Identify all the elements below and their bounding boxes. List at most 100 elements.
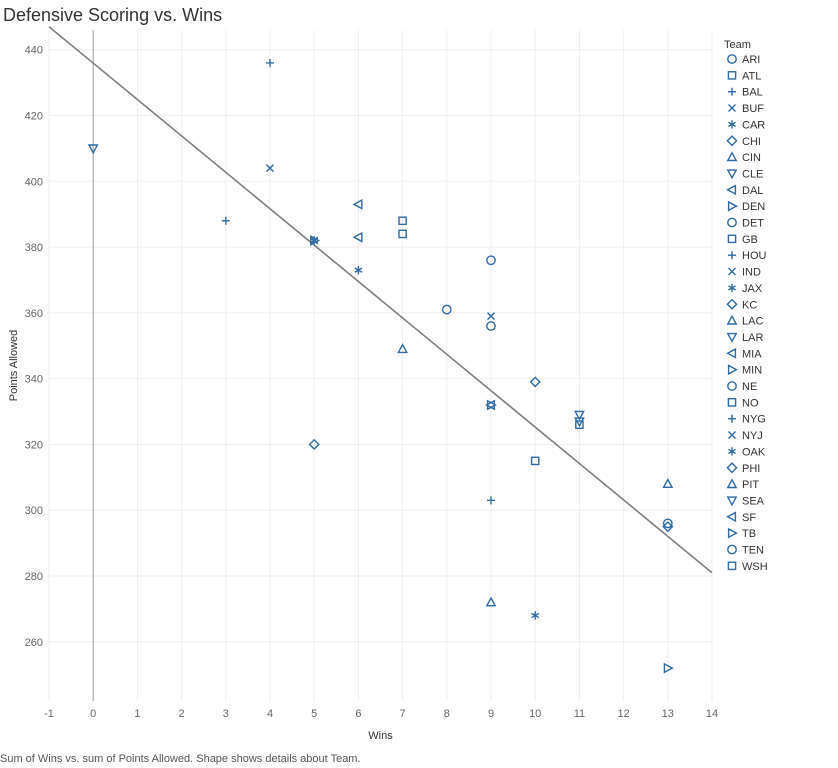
point-ten: TEN [486, 255, 496, 266]
tri-left-icon [726, 184, 737, 196]
circle-icon [727, 381, 737, 391]
legend-item-mia: MIA [726, 347, 762, 360]
legend-item-buf: BUF [728, 103, 764, 115]
legend-label: TEN [742, 545, 764, 557]
circle-icon [727, 544, 737, 555]
legend-item-no: NO [727, 397, 759, 409]
point-lar: LAR [574, 410, 585, 421]
y-tick-label: 260 [25, 637, 43, 649]
legend-item-pit: PIT [726, 478, 759, 491]
legend-label: DAL [742, 185, 763, 197]
x-tick-label: 6 [355, 708, 361, 720]
legend-item-hou: HOU [728, 250, 767, 262]
point-kc: KC [529, 376, 541, 388]
legend-item-ind: IND [728, 267, 761, 279]
point-jax: JAX [531, 611, 540, 620]
x-tick-label: 14 [706, 708, 718, 720]
legend-label: SEA [742, 495, 765, 507]
trend-line [48, 26, 713, 574]
legend-label: MIN [742, 365, 762, 377]
legend-label: PIT [742, 479, 759, 491]
point-chi: CHI [308, 438, 320, 451]
x-tick-label: 3 [223, 708, 229, 720]
legend-item-bal: BAL [728, 87, 763, 99]
legend-item-gb: GB [727, 234, 758, 246]
y-tick-label: 360 [25, 308, 43, 320]
legend-item-ten: TEN [727, 544, 764, 557]
legend-label: TB [742, 528, 756, 540]
legend-label: IND [742, 267, 761, 279]
point-min: MIN [663, 662, 674, 674]
legend-label: CIN [742, 152, 761, 164]
asterisk-icon [728, 283, 736, 293]
asterisk-icon [728, 447, 736, 456]
legend-item-atl: ATL [727, 70, 761, 82]
y-tick-label: 400 [25, 176, 43, 188]
plus-icon [728, 87, 736, 96]
legend-item-ari: ARI [727, 54, 760, 66]
point-cin: CIN [397, 343, 408, 354]
x-icon [728, 431, 736, 440]
axes: -1 0 1 2 3 4 5 6 7 8 9 10 11 12 13 14260280300320340360… [8, 45, 718, 742]
legend-label: DEN [742, 201, 765, 213]
point-no: NO [575, 420, 584, 430]
point-phi: PHI [662, 521, 674, 533]
legend-label: JAX [742, 283, 763, 295]
legend-label: SF [742, 512, 756, 524]
tri-left-icon [726, 347, 737, 359]
point-pit: PIT [485, 596, 497, 607]
legend-label: LAR [742, 332, 763, 344]
tri-up-icon [726, 314, 738, 325]
legend-label: KC [742, 299, 757, 311]
y-tick-label: 320 [25, 439, 43, 451]
point-buf: BUF [487, 312, 495, 321]
legend-label: NYJ [742, 430, 763, 442]
data-points: ARIATLBALBUFCARCHICINCLEDALDENDETGBHOUIN… [87, 58, 674, 674]
point-tb: TB [486, 399, 497, 411]
legend-label: BUF [742, 103, 764, 115]
plus-icon [728, 414, 736, 423]
legend-item-wsh: WSH [727, 561, 768, 573]
legend-label: CHI [742, 136, 761, 148]
x-tick-label: 2 [179, 708, 185, 720]
tri-down-icon [726, 169, 738, 180]
tri-down-icon [726, 496, 738, 507]
y-axis-title: Points Allowed [8, 330, 20, 402]
square-icon [727, 561, 737, 571]
y-tick-label: 380 [25, 242, 43, 254]
legend-label: ARI [742, 54, 760, 66]
grid [48, 30, 713, 701]
point-mia: MIA [352, 198, 363, 210]
legend-label: CAR [742, 119, 765, 131]
legend-label: HOU [742, 250, 767, 262]
point-oak: OAK [310, 236, 319, 245]
legend-item-dal: DAL [726, 184, 763, 197]
x-tick-label: 4 [267, 708, 273, 720]
legend: Team ARI ATL BAL BUF CAR CHI CIN CLE DAL DEN DET GB H… [724, 39, 768, 573]
tri-down-icon [726, 332, 738, 343]
point-sea: SEA [574, 417, 585, 428]
x-tick-label: 9 [488, 708, 494, 720]
x-tick-label: 7 [400, 708, 406, 720]
legend-item-det: DET [727, 218, 764, 230]
legend-item-phi: PHI [726, 462, 760, 475]
point-hou: HOU [487, 496, 495, 505]
legend-item-jax: JAX [728, 283, 763, 295]
legend-label: PHI [742, 463, 760, 475]
point-bal: BAL [266, 58, 274, 67]
legend-label: WSH [742, 561, 768, 573]
legend-item-cin: CIN [726, 151, 761, 164]
y-tick-label: 280 [25, 571, 43, 583]
diamond-icon [726, 462, 738, 474]
x-tick-label: 8 [444, 708, 450, 720]
legend-item-nyg: NYG [728, 414, 766, 426]
tri-up-icon [726, 478, 738, 489]
legend-label: NO [742, 397, 759, 409]
legend-label: NYG [742, 414, 766, 426]
x-icon [728, 104, 736, 113]
asterisk-icon [728, 120, 736, 129]
x-tick-label: 10 [529, 708, 541, 720]
point-det: DET [441, 304, 452, 315]
legend-label: DET [742, 218, 764, 230]
